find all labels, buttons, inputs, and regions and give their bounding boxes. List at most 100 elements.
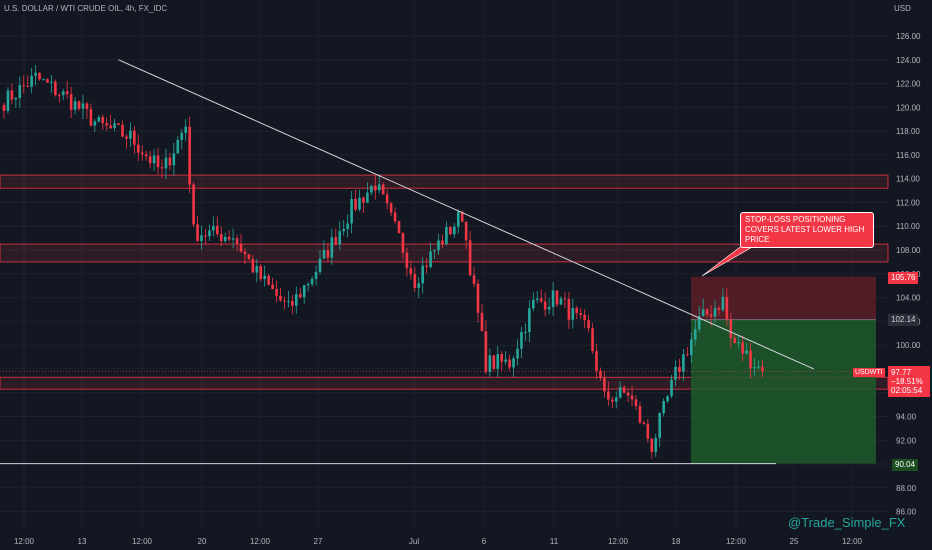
candle-body (235, 238, 239, 244)
price-tick-label: 124.00 (896, 56, 921, 65)
candle-body (318, 258, 322, 273)
currency-label: USD (894, 4, 911, 13)
candle-body (611, 399, 614, 402)
candle-body (42, 79, 45, 81)
candle-body (330, 237, 334, 258)
candle-body (741, 342, 744, 354)
candle-body (591, 328, 594, 352)
candle-body (761, 366, 764, 372)
candle-body (168, 157, 172, 166)
candle-body (30, 75, 33, 87)
candle-body (10, 90, 14, 100)
candle-body (271, 284, 274, 290)
candle-body (342, 228, 345, 232)
candle-body (512, 358, 515, 368)
candle-body (500, 354, 503, 362)
price-tick-label: 92.00 (896, 436, 917, 445)
time-tick-label: 20 (198, 537, 207, 546)
candle-body (409, 268, 413, 275)
candle-body (227, 236, 231, 240)
candle-body (520, 332, 523, 349)
candle-body (626, 392, 630, 396)
candle-body (105, 123, 108, 126)
candle-body (370, 185, 373, 193)
candle-body (504, 359, 507, 362)
price-tick-label: 86.00 (896, 508, 917, 517)
candle-body (757, 366, 760, 368)
candle-body (267, 275, 270, 285)
candle-body (354, 198, 357, 210)
candle-body (283, 300, 286, 302)
candle-body (334, 237, 338, 245)
candle-body (26, 85, 29, 87)
price-tick-label: 122.00 (896, 80, 921, 89)
candle-body (140, 152, 144, 155)
candle-body (279, 295, 282, 301)
candle-body (460, 211, 464, 222)
candle-body (93, 121, 97, 126)
candle-body (314, 272, 318, 279)
time-tick-label: 18 (672, 537, 681, 546)
candle-body (614, 397, 618, 402)
candle-body (223, 236, 227, 242)
trendline (118, 59, 814, 370)
candle-body (705, 309, 709, 315)
candle-body (567, 299, 571, 320)
candle-body (713, 308, 717, 317)
candle-body (618, 387, 622, 398)
time-axis[interactable]: 12:00 13 12:00 20 12:00 27 Jul 6 11 12:00 18 12:00 2… (14, 537, 863, 546)
candle-body (69, 94, 73, 110)
candle-body (670, 379, 673, 397)
candle-body (144, 154, 148, 157)
resistance-zone (0, 174, 889, 189)
candle-body (89, 109, 93, 126)
candle-body (381, 184, 385, 195)
candle-body (204, 235, 207, 237)
candle-body (58, 95, 61, 97)
target-price-tag: 90.04 (892, 459, 919, 471)
candle-body (697, 316, 701, 330)
candle-body (50, 81, 53, 83)
candle-body (445, 226, 448, 245)
time-tick-label: 13 (78, 537, 87, 546)
short-position-tool[interactable] (691, 276, 876, 464)
candle-body (524, 331, 527, 333)
candle-body (516, 348, 519, 359)
candle-body (654, 437, 658, 452)
candle-body (476, 283, 480, 313)
price-tick-label: 114.00 (896, 175, 920, 184)
candle-body (480, 312, 484, 332)
candle-body (22, 85, 26, 87)
price-tick-label: 118.00 (896, 127, 920, 136)
price-tick-label: 116.00 (896, 151, 920, 160)
candle-body (172, 153, 176, 166)
last-price: 97.77 (891, 368, 912, 377)
candles (2, 65, 764, 459)
candle-body (721, 296, 725, 310)
candle-body (579, 312, 582, 315)
stop-loss-annotation[interactable]: STOP-LOSS POSITIONING COVERS LATEST LOWE… (740, 212, 874, 248)
bar-countdown: 02:05:54 (891, 386, 923, 395)
last-price-box: 97.77 −18.51% 02:05:54 (888, 366, 930, 397)
candle-body (255, 266, 259, 273)
candle-body (54, 81, 57, 96)
candle-body (366, 192, 369, 203)
candle-body (152, 155, 156, 164)
candle-body (14, 97, 18, 100)
candle-body (113, 123, 116, 129)
candle-body (291, 301, 294, 306)
candle-body (693, 329, 697, 340)
candle-body (638, 406, 642, 423)
entry-price-tag: 102.14 (888, 314, 919, 326)
candle-body (729, 319, 733, 339)
candle-body (401, 233, 405, 253)
candle-body (34, 72, 37, 76)
candle-body (571, 308, 575, 320)
candle-body (417, 283, 421, 288)
candle-body (46, 79, 49, 83)
candle-body (405, 252, 409, 269)
candle-body (543, 301, 547, 310)
candle-body (295, 294, 298, 306)
candle-body (433, 250, 436, 252)
